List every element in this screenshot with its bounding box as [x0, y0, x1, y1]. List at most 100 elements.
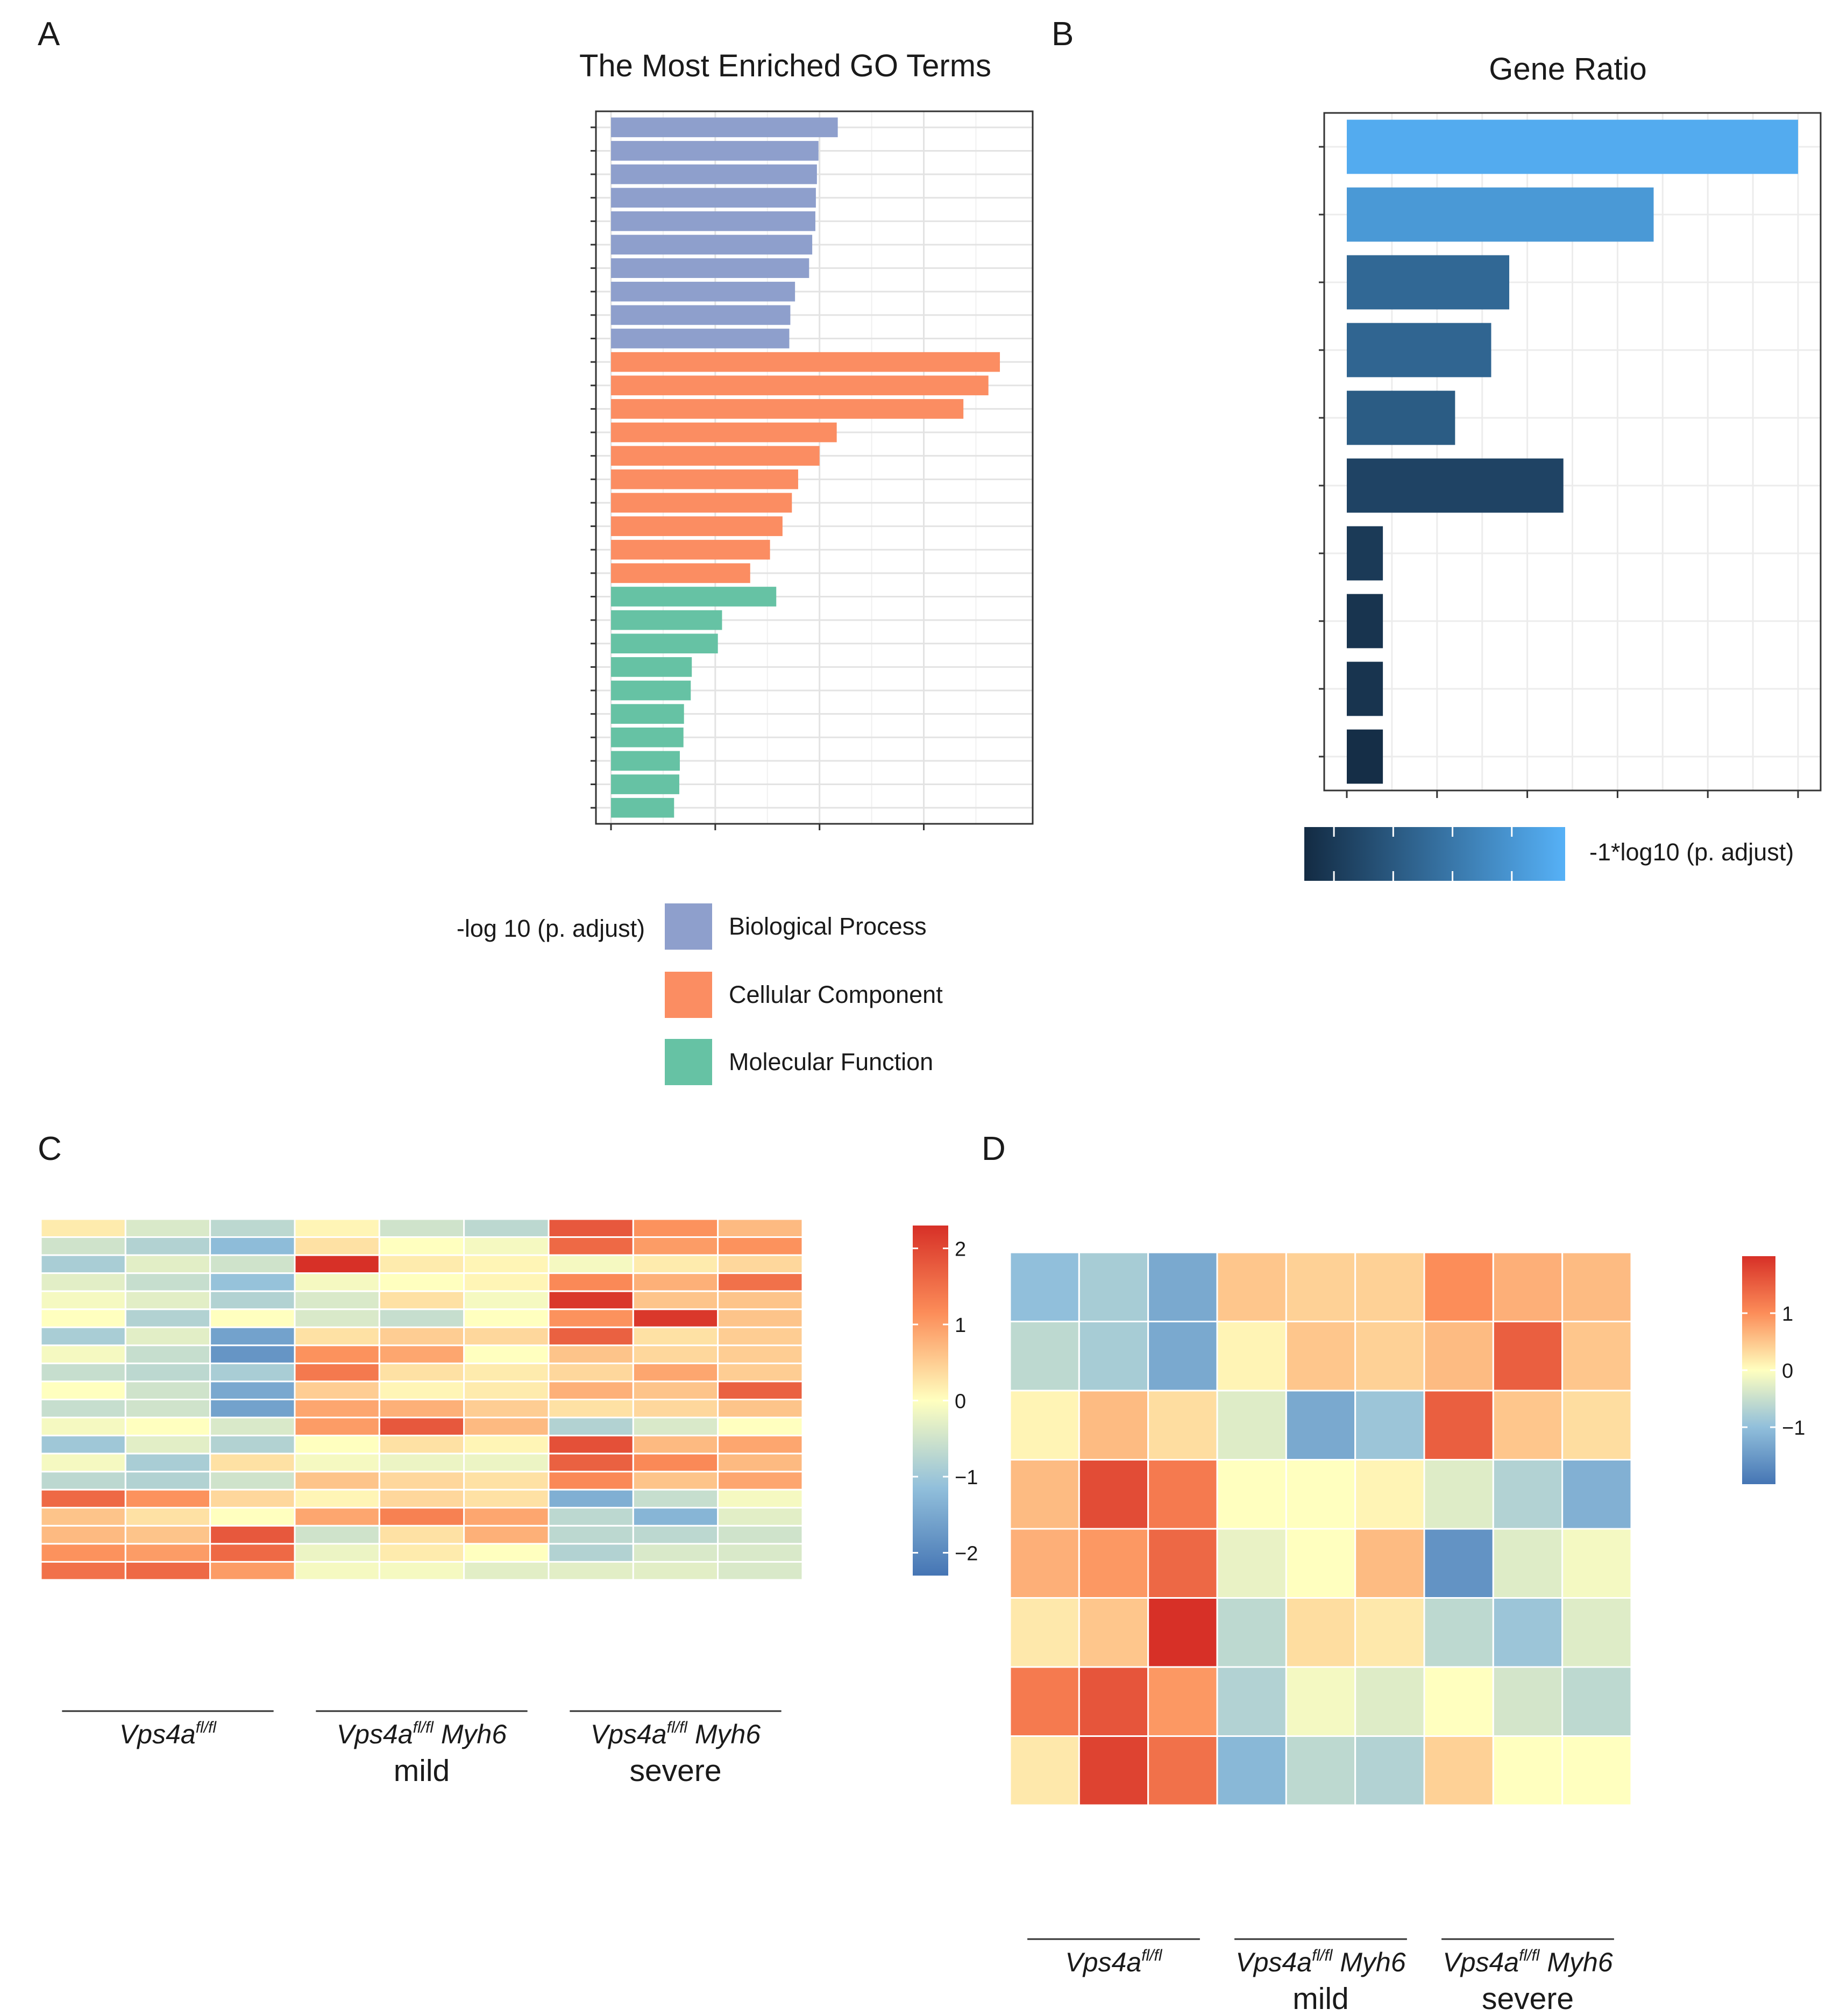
panel-a-bar — [611, 234, 813, 255]
panel-c-cell — [294, 1543, 380, 1563]
panel-d-cell — [1423, 1390, 1494, 1461]
panel-c-cell — [548, 1290, 634, 1310]
panel-c-cell — [632, 1416, 719, 1437]
panel-d-cell — [1285, 1666, 1356, 1737]
panel-c-cell — [209, 1399, 296, 1419]
panel-letter-d: D — [982, 1130, 1006, 1167]
panel-d-group-sup: fl/fl — [1312, 1947, 1333, 1964]
panel-a-bar — [611, 164, 817, 184]
panel-d-cell — [1423, 1251, 1494, 1322]
panel-c-cell — [294, 1452, 380, 1473]
panel-c-cell — [548, 1452, 634, 1473]
panel-d-group-sub: severe — [1482, 1982, 1574, 2016]
panel-c-cell — [124, 1326, 211, 1347]
panel-c-cell — [40, 1488, 126, 1509]
panel-d-cell — [1561, 1666, 1632, 1737]
panel-a-chart: The Most Enriched GO Terms -log 10 (p. a… — [457, 48, 1034, 1085]
panel-a-bar — [611, 352, 1000, 372]
panel-b-bar — [1347, 255, 1510, 310]
panel-a-bar — [611, 446, 820, 466]
panel-c-cell — [548, 1380, 634, 1400]
panel-c-cell — [294, 1326, 380, 1347]
panel-d-cell — [1216, 1528, 1287, 1599]
panel-a-xlabel: -log 10 (p. adjust) — [457, 915, 645, 942]
panel-d-cell — [1423, 1735, 1494, 1806]
panel-b-bar — [1347, 390, 1455, 445]
panel-c-cell — [463, 1399, 550, 1419]
panel-d-group-gene: Vps4a — [1235, 1947, 1312, 1977]
panel-c-cell — [294, 1362, 380, 1383]
panel-c-cell — [294, 1236, 380, 1256]
panel-d-cell — [1285, 1459, 1356, 1530]
panel-a-bar — [611, 633, 718, 654]
panel-d-cell — [1078, 1597, 1149, 1668]
panel-a-bar — [611, 727, 684, 747]
panel-c-cell — [632, 1290, 719, 1310]
panel-c-cell — [40, 1561, 126, 1581]
panel-b-bar — [1347, 187, 1654, 242]
panel-c-cell — [548, 1218, 634, 1238]
panel-c-cell — [378, 1290, 465, 1310]
panel-c-cell — [463, 1272, 550, 1292]
panel-d-cell — [1009, 1666, 1080, 1737]
panel-c-cell — [209, 1435, 296, 1455]
panel-d-cell — [1009, 1321, 1080, 1392]
panel-c-cell — [463, 1254, 550, 1274]
panel-d-cell — [1147, 1666, 1218, 1737]
panel-c-cell — [294, 1399, 380, 1419]
panel-c-cell — [463, 1471, 550, 1491]
panel-c-cell — [717, 1561, 804, 1581]
panel-d-cell — [1147, 1528, 1218, 1599]
panel-d-cell — [1078, 1390, 1149, 1461]
panel-c-cell — [124, 1308, 211, 1328]
panel-a-bar — [611, 329, 790, 348]
panel-c-cell — [124, 1488, 211, 1509]
panel-d-colorbar — [1742, 1256, 1775, 1484]
panel-d-cell — [1561, 1321, 1632, 1392]
panel-b-chart: Gene Ratio -1*log10 (p. adjust) — [1304, 52, 1822, 881]
panel-a-bar — [611, 657, 692, 677]
panel-c-cell — [294, 1561, 380, 1581]
panel-d-cell — [1078, 1735, 1149, 1806]
legend-swatch-mf — [665, 1039, 712, 1085]
panel-a-bar — [611, 211, 815, 231]
panel-c-cell — [632, 1488, 719, 1509]
panel-d-cell — [1423, 1459, 1494, 1530]
panel-c-cell — [40, 1471, 126, 1491]
panel-c-cell — [124, 1290, 211, 1310]
panel-c-cell — [209, 1380, 296, 1400]
panel-c-cell — [632, 1236, 719, 1256]
panel-b-bar — [1347, 323, 1491, 377]
panel-c-cell — [209, 1452, 296, 1473]
panel-c-cell — [548, 1561, 634, 1581]
panel-c-cell — [548, 1399, 634, 1419]
panel-b-colorbar-label: -1*log10 (p. adjust) — [1589, 838, 1794, 866]
panel-c-cell — [463, 1543, 550, 1563]
panel-d-cell — [1561, 1390, 1632, 1461]
panel-c-cell — [40, 1416, 126, 1437]
panel-c-cell — [378, 1488, 465, 1509]
panel-a-bar — [611, 141, 819, 161]
panel-c-cell — [378, 1308, 465, 1328]
panel-c-cell — [124, 1507, 211, 1527]
panel-c-group-label: Vps4afl/fl Myh6 — [337, 1719, 507, 1749]
panel-a-bar — [611, 539, 770, 560]
panel-c-cell — [40, 1543, 126, 1563]
panel-d-colorbar-tick-label: 1 — [1782, 1303, 1793, 1326]
panel-d-cell — [1009, 1390, 1080, 1461]
panel-d-cell — [1147, 1459, 1218, 1530]
panel-c-cell — [463, 1308, 550, 1328]
panel-c-cell — [632, 1399, 719, 1419]
panel-c-group-label: Vps4afl/fl Myh6 — [591, 1719, 761, 1749]
panel-c-cell — [463, 1218, 550, 1238]
panel-c-cell — [463, 1380, 550, 1400]
panel-b-colorbar — [1304, 827, 1565, 881]
panel-c-cell — [463, 1344, 550, 1364]
panel-c-cell — [209, 1308, 296, 1328]
panel-c-cell — [209, 1525, 296, 1545]
panel-c-cell — [548, 1488, 634, 1509]
panel-c-cell — [40, 1218, 126, 1238]
panel-c-cell — [294, 1218, 380, 1238]
panel-d-group-label: Vps4afl/fl — [1065, 1947, 1162, 1977]
panel-c-cell — [378, 1471, 465, 1491]
